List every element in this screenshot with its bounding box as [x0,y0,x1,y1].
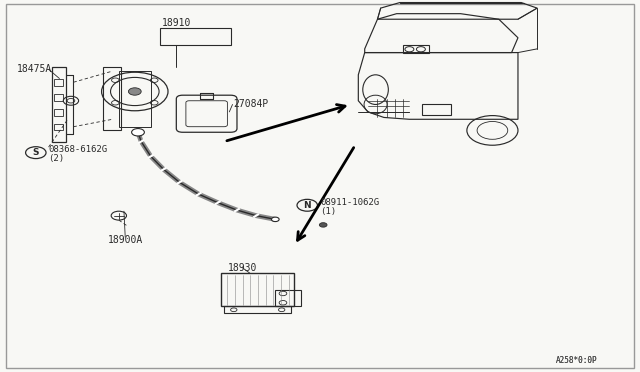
Text: A258*0:0P: A258*0:0P [556,356,598,365]
Text: 08368-6162G: 08368-6162G [49,145,108,154]
Text: A258*0:0P: A258*0:0P [556,356,598,365]
Bar [103,67,121,131]
Bar [161,29,230,45]
Bar [54,94,63,101]
Text: (1): (1) [320,207,336,216]
Bar [52,67,66,141]
Bar [54,79,63,86]
Circle shape [132,129,145,136]
Circle shape [129,88,141,95]
Text: 18930: 18930 [227,263,257,273]
Text: 18910: 18910 [162,18,191,28]
Bar [54,124,63,131]
Text: S: S [33,148,39,157]
Text: N: N [303,201,311,210]
Text: 18475A: 18475A [17,64,52,74]
Text: 27084P: 27084P [234,99,269,109]
Bar [119,71,151,127]
Circle shape [271,217,279,222]
Text: (2): (2) [49,154,65,163]
Bar [224,307,291,313]
Text: 18900A: 18900A [108,235,143,245]
Circle shape [319,223,327,227]
Bar [54,109,63,116]
Text: 08911-1062G: 08911-1062G [320,198,379,207]
